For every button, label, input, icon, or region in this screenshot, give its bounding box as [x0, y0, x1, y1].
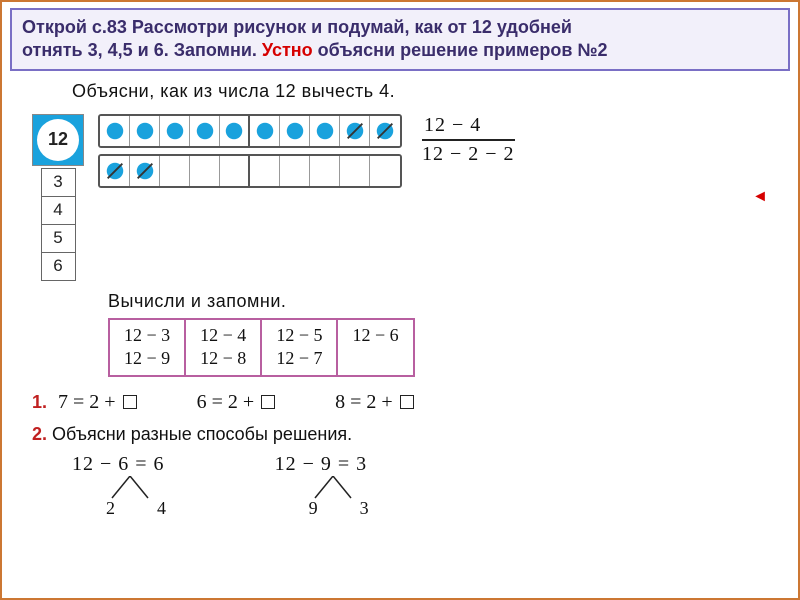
dot-cell [250, 156, 280, 186]
split-val: 4 [157, 498, 166, 519]
dot-cell [370, 156, 400, 186]
memo-cell: 12 − 312 − 9 [109, 319, 185, 376]
dot-cell [310, 156, 340, 186]
branch-lines-icon: 2 4 [108, 476, 152, 504]
top-row: 12 3 4 5 6 12 − 4 12 − 2 − 2 ◄ [32, 114, 768, 281]
p2-title: Объясни разные способы решения. [52, 424, 352, 444]
dot-cell [190, 116, 220, 146]
split-eq: 12 − 9 = 3 [275, 453, 368, 476]
dot-strip-1 [98, 114, 402, 148]
memo-cell: 12 − 512 − 7 [261, 319, 337, 376]
p1-a: 7 = 2 + [58, 391, 121, 413]
frac-top: 12 − 4 [422, 114, 515, 141]
page-frame: Открой с.83 Рассмотри рисунок и подумай,… [0, 0, 800, 600]
dot-cell [100, 156, 130, 186]
split-1: 12 − 6 = 6 2 4 [72, 453, 165, 504]
dot-cell [220, 156, 250, 186]
dot-cell [280, 156, 310, 186]
dot-cell [160, 116, 190, 146]
problem-1: 1. 7 = 2 + 6 = 2 + 8 = 2 + [32, 391, 768, 414]
dot-strip-2 [98, 154, 402, 188]
dot-cell [190, 156, 220, 186]
badge-value: 12 [48, 129, 68, 150]
dot-cell [370, 116, 400, 146]
memo-title: Вычисли и запомни. [108, 291, 768, 312]
dot-cell [280, 116, 310, 146]
instruction-line1: Открой с.83 Рассмотри рисунок и подумай,… [22, 17, 572, 37]
dot-cell [340, 116, 370, 146]
split-2: 12 − 9 = 3 9 3 [275, 453, 368, 504]
problem-2: 2. Объясни разные способы решения. [32, 424, 768, 445]
dot-cell [160, 156, 190, 186]
branch-lines-icon: 9 3 [311, 476, 355, 504]
memo-table: 12 − 312 − 9 12 − 412 − 8 12 − 512 − 7 1… [108, 318, 415, 377]
dot-cell [310, 116, 340, 146]
subtract-number-table: 3 4 5 6 [41, 168, 76, 281]
content-area: Объясни, как из числа 12 вычесть 4. 12 3… [2, 81, 798, 504]
table-cell: 3 [41, 168, 75, 196]
split-val: 9 [309, 498, 318, 519]
equation-fraction: 12 − 4 12 − 2 − 2 [422, 114, 515, 166]
dot-cell [220, 116, 250, 146]
dot-strips [98, 114, 402, 188]
left-number-column: 12 3 4 5 6 [32, 114, 84, 281]
split-eq: 12 − 6 = 6 [72, 453, 165, 476]
dot-cell [130, 156, 160, 186]
instruction-box: Открой с.83 Рассмотри рисунок и подумай,… [10, 8, 790, 71]
p1-c: 8 = 2 + [335, 391, 398, 413]
table-cell: 4 [41, 196, 75, 224]
memo-cell: 12 − 412 − 8 [185, 319, 261, 376]
table-cell: 5 [41, 224, 75, 252]
memo-cell: 12 − 6 [337, 319, 413, 376]
blank-box-icon [400, 395, 414, 409]
dot-cell [100, 116, 130, 146]
split-val: 3 [360, 498, 369, 519]
instruction-red: Устно [262, 40, 313, 60]
problem-index: 2. [32, 424, 47, 444]
blank-box-icon [123, 395, 137, 409]
p1-b: 6 = 2 + [197, 391, 260, 413]
frac-bottom: 12 − 2 − 2 [422, 141, 515, 166]
split-val: 2 [106, 498, 115, 519]
instruction-line2a: отнять 3, 4,5 и 6. Запомни. [22, 40, 262, 60]
section-title: Объясни, как из числа 12 вычесть 4. [32, 81, 768, 102]
split-examples: 12 − 6 = 6 2 4 12 − 9 = 3 9 3 [72, 453, 768, 504]
badge-12: 12 [32, 114, 84, 166]
dot-cell [130, 116, 160, 146]
marker-triangle-icon: ◄ [752, 188, 768, 206]
dot-cell [340, 156, 370, 186]
instruction-line2b: объясни решение примеров №2 [313, 40, 608, 60]
problem-index: 1. [32, 392, 47, 412]
dot-cell [250, 116, 280, 146]
blank-box-icon [261, 395, 275, 409]
table-cell: 6 [41, 252, 75, 280]
